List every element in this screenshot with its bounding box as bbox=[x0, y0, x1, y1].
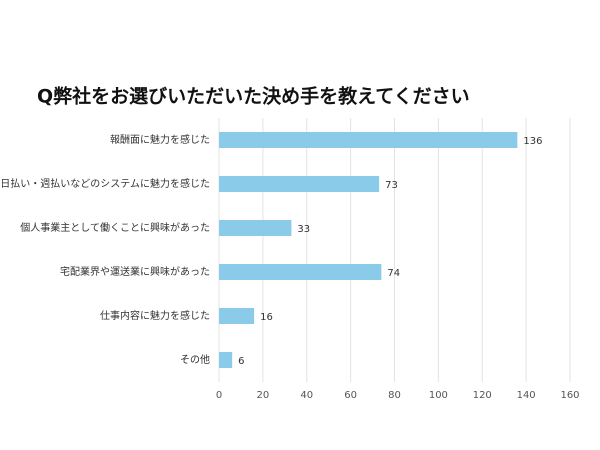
category-label: 日払い・週払いなどのシステムに魅力を感じた bbox=[0, 177, 210, 190]
x-tick-label: 60 bbox=[344, 390, 357, 401]
value-label: 33 bbox=[297, 224, 310, 235]
category-label: 個人事業主として働くことに興味があった bbox=[20, 221, 210, 234]
chart-title: Q弊社をお選びいただいた決め手を教えてください bbox=[37, 85, 470, 108]
x-tick-label: 120 bbox=[473, 390, 492, 401]
value-label: 16 bbox=[260, 312, 273, 323]
bar bbox=[219, 352, 233, 368]
category-label: 報酬面に魅力を感じた bbox=[110, 133, 210, 146]
bar bbox=[219, 308, 255, 324]
bar bbox=[219, 220, 292, 236]
x-tick-label: 20 bbox=[257, 390, 270, 401]
x-tick-label: 80 bbox=[388, 390, 401, 401]
value-label: 136 bbox=[523, 136, 542, 147]
bar bbox=[219, 176, 380, 192]
value-label: 74 bbox=[387, 268, 400, 279]
x-tick-label: 0 bbox=[216, 390, 222, 401]
x-tick-label: 100 bbox=[429, 390, 448, 401]
x-tick-label: 160 bbox=[560, 390, 579, 401]
value-label: 73 bbox=[385, 180, 398, 191]
category-label: 仕事内容に魅力を感じた bbox=[100, 309, 210, 322]
value-label: 6 bbox=[238, 356, 244, 367]
x-tick-label: 40 bbox=[300, 390, 313, 401]
category-label: 宅配業界や運送業に興味があった bbox=[60, 265, 210, 278]
bar bbox=[219, 132, 518, 148]
bar bbox=[219, 264, 382, 280]
category-label: その他 bbox=[180, 353, 210, 366]
x-tick-label: 140 bbox=[517, 390, 536, 401]
